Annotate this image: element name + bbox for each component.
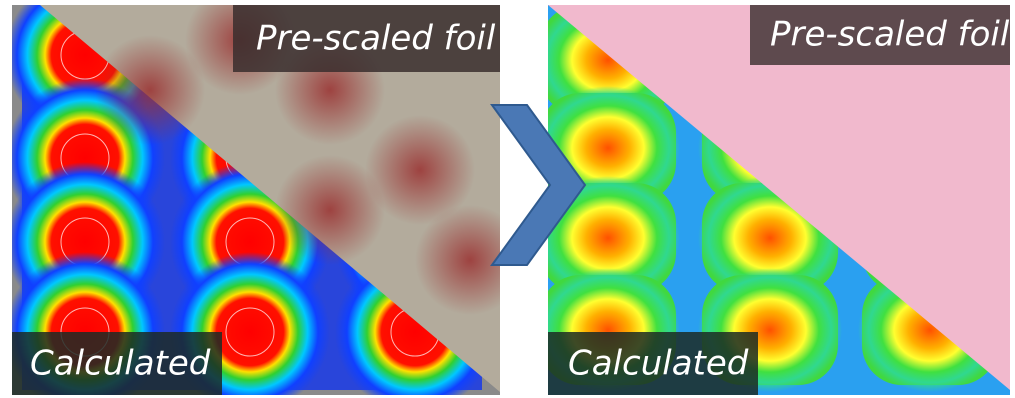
bottom-label: Calculated [30,344,211,384]
top-label: Pre-scaled foil [770,15,1010,55]
spot [275,155,385,265]
top-label: Pre-scaled foil [256,19,496,59]
bottom-label: Calculated [568,344,749,384]
figure: Pre-scaled foil Calculated Pre-scaled fo… [0,0,1015,398]
